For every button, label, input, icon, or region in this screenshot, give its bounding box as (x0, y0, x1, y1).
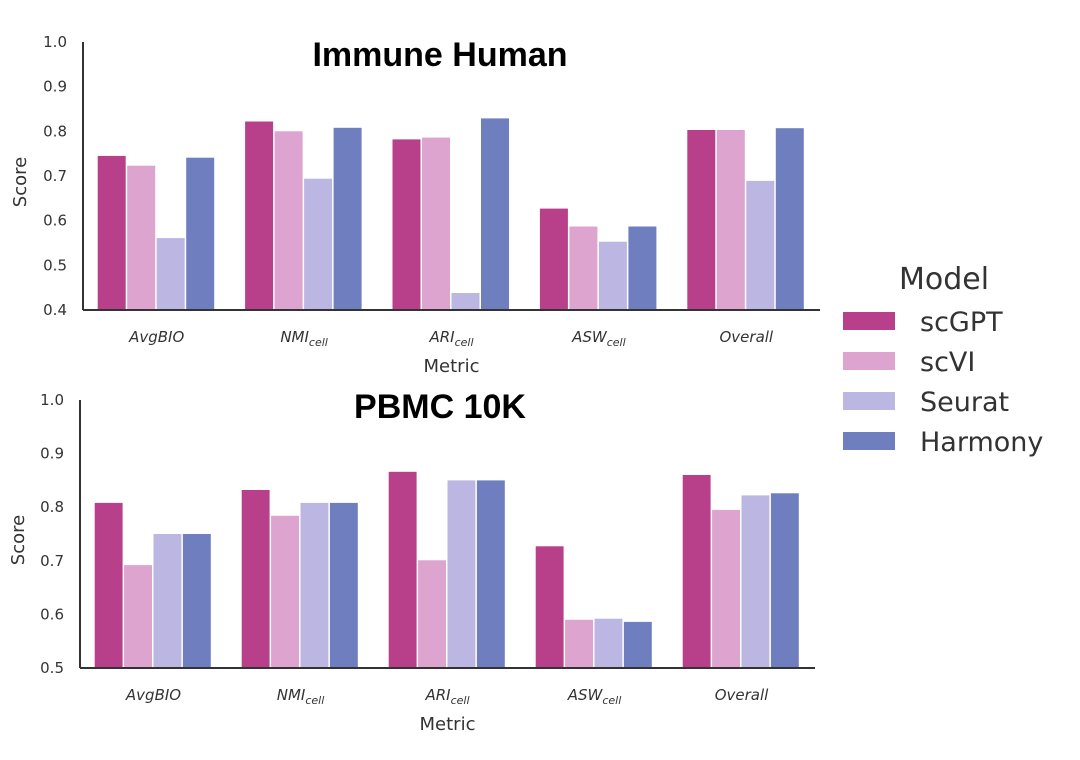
bar-scgpt-overall (682, 475, 711, 668)
legend-swatch (843, 312, 895, 330)
x-categories: AvgBIO NMIcell ARIcell ASWcell Overall (128, 328, 774, 349)
legend-entry: Harmony (843, 427, 1043, 458)
bar-scvi-overall (716, 130, 745, 310)
bar-scvi-aricell (418, 560, 446, 668)
legend-entry: scVI (843, 347, 975, 378)
legend-title: Model (899, 262, 989, 297)
x-tick-label: AvgBIO (125, 686, 181, 704)
legend-swatch (843, 432, 895, 450)
bar-scvi-overall (712, 509, 740, 668)
bar-harmony-aricell (481, 118, 509, 311)
bar-harmony-overall (775, 128, 804, 310)
y-tick-label: 0.7 (40, 552, 64, 570)
legend-entry: Seurat (843, 387, 1009, 418)
y-axis-label: Score (8, 515, 29, 565)
y-tick-label: 0.6 (43, 212, 67, 230)
x-tick-label: Overall (715, 686, 769, 704)
bar-seurat-overall (741, 495, 770, 668)
chart-immune-human: Immune Human 0.4 0.5 0.6 0.7 0.8 0.9 1.0 AvgBI… (10, 33, 820, 377)
bar-scgpt-avgbio (97, 155, 126, 310)
bar-scgpt-aricell (388, 471, 417, 668)
bar-scgpt-nmicell (241, 490, 270, 668)
bar-harmony-avgbio (182, 534, 211, 668)
y-tick-label: 0.5 (40, 659, 64, 677)
x-tick-label: ASWcell (567, 686, 622, 707)
bar-seurat-avgbio (156, 238, 185, 310)
y-ticks: 0.4 0.5 0.6 0.7 0.8 0.9 1.0 (43, 33, 67, 319)
y-ticks: 0.5 0.6 0.7 0.8 0.9 1.0 (40, 391, 64, 677)
bar-scvi-avgbio (124, 565, 152, 668)
bar-scgpt-nmicell (245, 121, 274, 310)
bar-scgpt-aricell (392, 139, 421, 310)
x-tick-label: ARIcell (424, 686, 469, 707)
x-axis-label: Metric (420, 714, 476, 735)
x-tick-label: AvgBIO (128, 328, 184, 346)
y-tick-label: 0.9 (43, 78, 67, 96)
bar-seurat-overall (746, 180, 775, 310)
y-tick-label: 0.5 (43, 256, 67, 274)
y-tick-label: 1.0 (40, 391, 64, 409)
bar-scvi-aricell (422, 137, 450, 310)
legend-label: Harmony (920, 427, 1043, 458)
bar-seurat-aricell (447, 480, 476, 668)
y-tick-label: 0.8 (43, 122, 67, 140)
bar-scgpt-overall (687, 130, 716, 310)
y-tick-label: 0.8 (40, 498, 64, 516)
bar-seurat-nmicell (304, 178, 333, 310)
legend-label: scGPT (920, 307, 1003, 338)
bar-harmony-overall (770, 493, 799, 668)
bar-scvi-nmicell (271, 515, 299, 668)
bar-scvi-avgbio (127, 165, 156, 310)
bar-harmony-nmicell (329, 502, 358, 668)
x-axis-label: Metric (424, 356, 480, 377)
x-tick-label: NMIcell (277, 686, 325, 707)
legend-entry: scGPT (843, 307, 1003, 338)
y-tick-label: 0.6 (40, 605, 64, 623)
y-tick-label: 1.0 (43, 33, 67, 51)
bar-seurat-avgbio (153, 534, 182, 668)
bar-scgpt-avgbio (94, 502, 123, 668)
bar-scgpt-aswcell (539, 208, 568, 310)
legend: Model scGPT scVI Seurat Harmony (843, 262, 1043, 458)
bar-seurat-aswcell (594, 618, 623, 668)
legend-label: scVI (920, 347, 975, 378)
x-tick-label: NMIcell (280, 328, 328, 349)
bar-harmony-aswcell (628, 226, 657, 310)
y-tick-label: 0.9 (40, 445, 64, 463)
bar-scvi-nmicell (274, 131, 303, 310)
bar-scvi-aswcell (569, 226, 598, 310)
chart-pbmc-10k: PBMC 10K 0.5 0.6 0.7 0.8 0.9 1.0 AvgBIO NMIcel… (8, 388, 815, 735)
chart-title: Immune Human (312, 36, 567, 74)
legend-label: Seurat (920, 387, 1009, 418)
legend-swatch (843, 392, 895, 410)
x-tick-label: ASWcell (571, 328, 626, 349)
bar-harmony-aricell (476, 480, 505, 668)
bars-group (94, 471, 799, 668)
x-tick-label: ARIcell (428, 328, 473, 349)
bar-seurat-nmicell (300, 502, 329, 668)
bar-harmony-nmicell (333, 127, 362, 310)
bar-scgpt-aswcell (535, 546, 564, 668)
bar-scvi-aswcell (565, 619, 593, 668)
bar-seurat-aricell (451, 293, 480, 310)
bar-harmony-avgbio (186, 157, 215, 310)
chart-title: PBMC 10K (354, 388, 526, 426)
x-categories: AvgBIO NMIcell ARIcell ASWcell Overall (125, 686, 769, 707)
bars-group (97, 118, 804, 311)
y-axis-label: Score (10, 157, 31, 207)
y-tick-label: 0.4 (43, 301, 67, 319)
bar-harmony-aswcell (623, 621, 652, 668)
legend-swatch (843, 352, 895, 370)
y-tick-label: 0.7 (43, 167, 67, 185)
bar-seurat-aswcell (598, 241, 627, 310)
x-tick-label: Overall (719, 328, 773, 346)
